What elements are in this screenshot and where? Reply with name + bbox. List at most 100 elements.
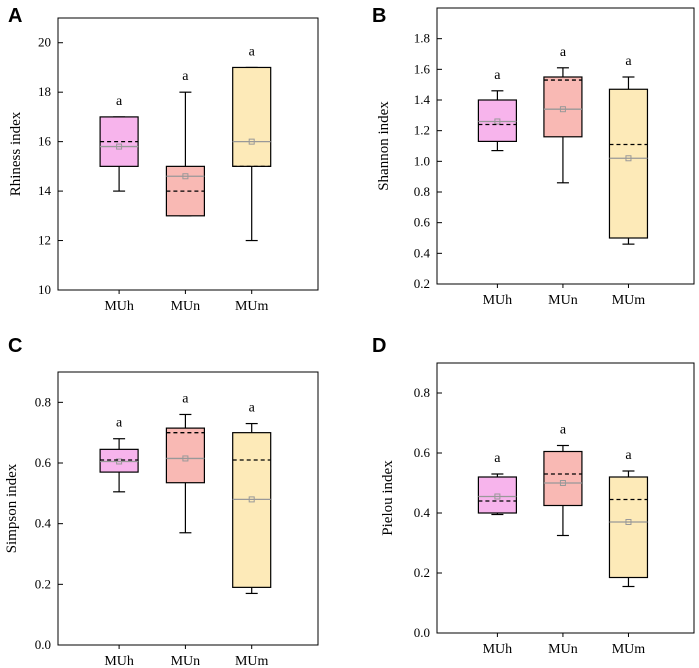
significance-label: a: [249, 401, 256, 416]
y-tick-label: 0.2: [414, 565, 430, 580]
y-tick-label: 20: [38, 35, 51, 50]
significance-label: a: [116, 416, 123, 431]
y-tick-label: 0.4: [414, 505, 431, 520]
y-tick-label: 0.0: [35, 637, 51, 652]
iqr-box: [99, 448, 139, 473]
x-tick-label: MUh: [483, 293, 513, 308]
median-marker: [559, 106, 566, 113]
y-tick-label: 16: [38, 134, 52, 149]
iqr-box: [477, 476, 517, 514]
iqr-box: [477, 99, 517, 143]
plot-frame: [57, 17, 319, 291]
median-marker: [494, 493, 501, 500]
y-tick-label: 10: [38, 282, 51, 297]
y-axis-title: Pielou index: [380, 460, 396, 536]
panel-letter: A: [8, 5, 22, 27]
panel-letter: C: [8, 335, 22, 357]
y-tick-label: 0.6: [35, 455, 52, 470]
iqr-box: [99, 116, 139, 167]
median-marker: [625, 519, 632, 525]
y-tick-label: 1.6: [414, 61, 431, 76]
significance-label: a: [182, 391, 189, 406]
y-tick-label: 18: [38, 84, 51, 99]
significance-label: a: [116, 94, 123, 109]
panel-c: C 0.0 0.2 0.4 0.6 0.8 Simpson index a MUh a MUn a MU…: [4, 335, 319, 668]
box-mun: a: [165, 69, 205, 217]
significance-label: a: [560, 423, 567, 438]
significance-label: a: [249, 44, 256, 59]
significance-label: a: [625, 448, 632, 463]
median-marker: [559, 480, 566, 486]
y-axis-title: Rhiness index: [8, 111, 24, 196]
x-tick-label: MUm: [612, 642, 646, 657]
significance-label: a: [560, 45, 567, 60]
x-tick-label: MUm: [235, 654, 269, 668]
y-tick-label: 14: [38, 183, 52, 198]
box-mum: a: [608, 54, 649, 245]
iqr-box: [232, 66, 272, 167]
x-tick-label: MUn: [548, 642, 578, 657]
y-tick-label: 0.2: [35, 576, 51, 591]
box-mum: a: [232, 401, 272, 595]
y-tick-label: 0.8: [414, 385, 430, 400]
panel-d: D 0.0 0.2 0.4 0.6 0.8 Pielou index a MUh a MUn a MUm: [372, 335, 695, 657]
median-marker: [248, 496, 255, 503]
box-mun: a: [543, 45, 583, 184]
y-tick-label: 12: [38, 233, 51, 248]
y-tick-label: 1.4: [414, 92, 431, 107]
y-tick-label: 1.8: [414, 31, 430, 46]
median-marker: [182, 455, 189, 462]
significance-label: a: [494, 68, 501, 83]
iqr-box: [608, 476, 649, 579]
y-tick-label: 0.2: [414, 276, 430, 291]
y-axis-title: Simpson index: [4, 463, 20, 553]
median-marker: [494, 118, 501, 125]
plot-frame: [436, 7, 695, 285]
median-marker: [625, 155, 632, 162]
plot-frame: [57, 371, 319, 646]
median-marker: [248, 138, 255, 145]
panel-b: B 0.2 0.4 0.6 0.8 1.0 1.2 1.4 1.6 1.8 Shannon inde…: [372, 5, 695, 308]
significance-label: a: [625, 54, 632, 69]
median-marker: [182, 173, 189, 180]
median-marker: [116, 143, 123, 150]
x-tick-label: MUh: [104, 654, 134, 668]
x-tick-label: MUm: [612, 293, 646, 308]
iqr-box: [232, 432, 272, 588]
x-tick-label: MUn: [171, 299, 201, 314]
iqr-box: [608, 88, 649, 239]
panel-a: A 10 12 14 16 18 20 Rhiness index a MUh a MUn a MUm: [8, 5, 319, 314]
box-mun: a: [543, 423, 583, 537]
iqr-box: [165, 427, 205, 484]
y-tick-label: 1.2: [414, 123, 430, 138]
box-muh: a: [477, 451, 517, 516]
y-tick-label: 0.0: [414, 625, 430, 640]
x-tick-label: MUn: [171, 654, 201, 668]
box-mun: a: [165, 391, 205, 534]
box-mum: a: [232, 44, 272, 242]
panel-letter: D: [372, 335, 386, 357]
x-tick-label: MUn: [548, 293, 578, 308]
y-tick-label: 0.4: [414, 245, 431, 260]
box-muh: a: [477, 68, 517, 152]
x-tick-label: MUm: [235, 299, 269, 314]
y-tick-label: 0.6: [414, 215, 431, 230]
median-marker: [116, 458, 123, 465]
y-tick-label: 0.8: [35, 394, 51, 409]
y-axis-title: Shannon index: [376, 101, 392, 191]
plot-frame: [436, 362, 695, 634]
x-tick-label: MUh: [104, 299, 134, 314]
y-tick-label: 0.6: [414, 445, 431, 460]
significance-label: a: [182, 69, 189, 84]
iqr-box: [543, 450, 583, 507]
y-tick-label: 0.4: [35, 516, 52, 531]
y-tick-label: 0.8: [414, 184, 430, 199]
box-muh: a: [99, 94, 139, 192]
significance-label: a: [494, 451, 501, 466]
y-tick-label: 1.0: [414, 153, 430, 168]
box-mum: a: [608, 448, 649, 588]
x-tick-label: MUh: [483, 642, 513, 657]
box-muh: a: [99, 416, 139, 493]
panel-letter: B: [372, 5, 386, 27]
